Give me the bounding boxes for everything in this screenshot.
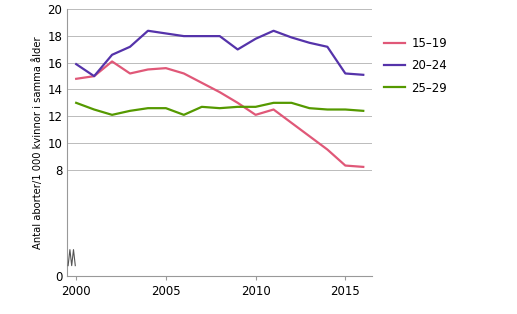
Y-axis label: Antal aborter/1 000 kvinnor i samma ålder: Antal aborter/1 000 kvinnor i samma ålde… bbox=[32, 36, 43, 249]
Legend: 15–19, 20–24, 25–29: 15–19, 20–24, 25–29 bbox=[384, 37, 447, 95]
